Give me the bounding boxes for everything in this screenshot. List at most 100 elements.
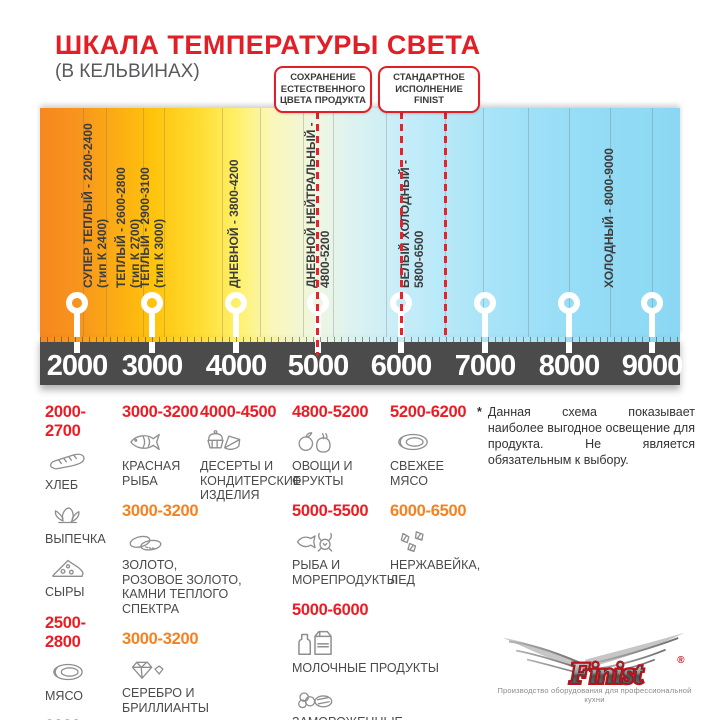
kelvin-scale-bar [40, 337, 680, 385]
band-separator [386, 108, 387, 337]
callout-standard-finist: СТАНДАРТНОЕ ИСПОЛНЕНИЕ FINIST [378, 66, 480, 113]
croissant-icon [45, 500, 91, 530]
tick-6000: 6000 [370, 350, 433, 382]
band-separator [528, 108, 529, 337]
range-label: 4000-4500 [200, 403, 277, 421]
wing-left [503, 638, 586, 675]
footnote: * Данная схема показывает наиболее выгод… [477, 404, 695, 468]
callout-line: ЕСТЕСТВЕННОГО [280, 83, 366, 95]
band-label-cold: ХОЛОДНЫЙ - 8000-9000 [602, 148, 616, 288]
band-separator [164, 108, 165, 337]
legend-item-meat: МЯСО [45, 657, 119, 704]
callout-line: FINIST [413, 95, 445, 106]
legend-item-frozen: ЗАМОРОЖЕННЫЕ ПОЛУФАБРИКАТЫ [292, 683, 403, 720]
logo-tagline: Производство оборудования для профессион… [497, 686, 692, 704]
band-separator [303, 108, 304, 337]
range-label: 2500-2800 [45, 613, 86, 651]
band-label-warm-3000: ТЕПЛЫЙ - 2900-3100 (тип К 3000) [138, 167, 166, 288]
range-label: 2000-3000 [45, 717, 119, 720]
band-separator [83, 108, 84, 337]
marker-stem [482, 310, 488, 353]
range-label: 3000-3200 [122, 630, 199, 648]
legend-item-label: РЫБА И МОРЕПРОДУКТЫ [292, 558, 398, 587]
ice-icon [390, 526, 436, 556]
range-label: 4800-5200 [292, 403, 369, 421]
diamond-icon [122, 654, 168, 684]
registered-mark: ® [677, 655, 685, 666]
bread-icon [45, 446, 91, 476]
legend-item-ice: НЕРЖАВЕЙКА, ЛЕД [390, 526, 481, 587]
rings-icon [122, 526, 168, 556]
band-separator [610, 108, 611, 337]
marker-stem [74, 310, 80, 353]
finist-logo-graphic: Finist Finist ® [503, 632, 685, 692]
band-separator [260, 108, 261, 337]
dessert-icon [200, 427, 246, 457]
fruits-icon [292, 427, 338, 457]
band-separator [143, 108, 144, 337]
legend-column-3: 4000-4500 ДЕСЕРТЫ И КОНДИТЕРСКИЕ ИЗДЕЛИЯ [200, 403, 302, 510]
meat-icon [45, 657, 91, 687]
finist-logo: Finist Finist ® Производство оборудовани… [492, 620, 697, 704]
callout-line: ЦВЕТА ПРОДУКТА [279, 95, 367, 106]
legend-item-label: МОЛОЧНЫЕ ПРОДУКТЫ [292, 661, 439, 675]
page-title: ШКАЛА ТЕМПЕРАТУРЫ СВЕТА [55, 30, 481, 60]
band-label-daylight: ДНЕВНОЙ - 3800-4200 [227, 159, 241, 288]
legend-item-label: ОВОЩИ И ФРУКТЫ [292, 459, 353, 488]
band-separator [222, 108, 223, 337]
meat-icon [390, 427, 436, 457]
legend-item-label: ДЕСЕРТЫ И КОНДИТЕРСКИЕ ИЗДЕЛИЯ [200, 459, 302, 502]
legend-item-label: СВЕЖЕЕ МЯСО [390, 459, 444, 488]
footnote-text: Данная схема показывает наиболее выгодно… [487, 405, 695, 467]
brand-text: Finist [569, 658, 643, 690]
legend-item-seafood: РЫБА И МОРЕПРОДУКТЫ [292, 526, 398, 587]
tick-3000: 3000 [121, 350, 184, 382]
legend-item-label: МЯСО [45, 688, 83, 703]
tick-2000: 2000 [46, 350, 109, 382]
band-label-cool-white: БЕЛЫЙ ХОЛОДНЫЙ -5800-6500 [398, 160, 426, 288]
tick-9000: 9000 [621, 350, 684, 382]
callout-line: СОХРАНЕНИЕ [290, 72, 356, 83]
cheese-icon [45, 553, 91, 583]
legend-item-label: НЕРЖАВЕЙКА, ЛЕД [390, 558, 481, 587]
legend-item-red-fish: КРАСНАЯ РЫБА [122, 427, 202, 488]
range-label: 3000-3200 [122, 403, 199, 421]
dashed-connector-6500 [444, 100, 447, 340]
legend-item-label: СЕРЕБРО И БРИЛЛИАНТЫ [122, 686, 209, 715]
dairy-icon [292, 625, 338, 659]
band-separator [106, 108, 107, 337]
legend-item-label: СЫРЫ [45, 585, 85, 599]
range-label: 5000-6000 [292, 601, 369, 619]
legend-item-pastry: ВЫПЕЧКА [45, 500, 119, 547]
frozen-icon [292, 683, 338, 713]
legend-item-dairy: МОЛОЧНЫЕ ПРОДУКТЫ [292, 625, 439, 676]
marker-stem [566, 310, 572, 353]
callout-line: ИСПОЛНЕНИЕ [395, 83, 463, 95]
band-label-super-warm: СУПЕР ТЕПЛЫЙ - 2200-2400 (тип К 2400) [81, 123, 109, 288]
legend-item-fresh-meat: СВЕЖЕЕ МЯСО [390, 427, 475, 488]
band-separator [483, 108, 484, 337]
legend-item-gold: ЗОЛОТО, РОЗОВОЕ ЗОЛОТО, КАМНИ ТЕПЛОГО СП… [122, 526, 242, 616]
band-separator [652, 108, 653, 337]
range-label: 3000-3200 [122, 502, 199, 520]
range-label: 6000-6500 [390, 502, 467, 520]
marker-stem [149, 310, 155, 353]
legend-item-label: ХЛЕБ [45, 478, 79, 492]
legend-column-2: 3000-3200 КРАСНАЯ РЫБА 3000-3200 ЗОЛОТО,… [122, 403, 242, 720]
legend-item-desserts: ДЕСЕРТЫ И КОНДИТЕРСКИЕ ИЗДЕЛИЯ [200, 427, 302, 503]
callout-line: СТАНДАРТНОЕ [393, 72, 465, 83]
legend-item-silver-diamonds: СЕРЕБРО И БРИЛЛИАНТЫ [122, 654, 209, 715]
tick-7000: 7000 [454, 350, 517, 382]
dashed-connector-5000 [316, 100, 319, 356]
dashed-connector-6000 [400, 100, 403, 340]
range-label: 5200-6200 [390, 403, 467, 421]
band-separator [569, 108, 570, 337]
range-label: 5000-5500 [292, 502, 369, 520]
tick-8000: 8000 [538, 350, 601, 382]
fish-icon [122, 427, 168, 457]
page-subtitle: (В КЕЛЬВИНАХ) [55, 61, 200, 82]
legend-item-label: ЗОЛОТО, РОЗОВОЕ ЗОЛОТО, КАМНИ ТЕПЛОГО СП… [122, 558, 242, 616]
scale-ruler [40, 337, 680, 342]
band-separator [333, 108, 334, 337]
